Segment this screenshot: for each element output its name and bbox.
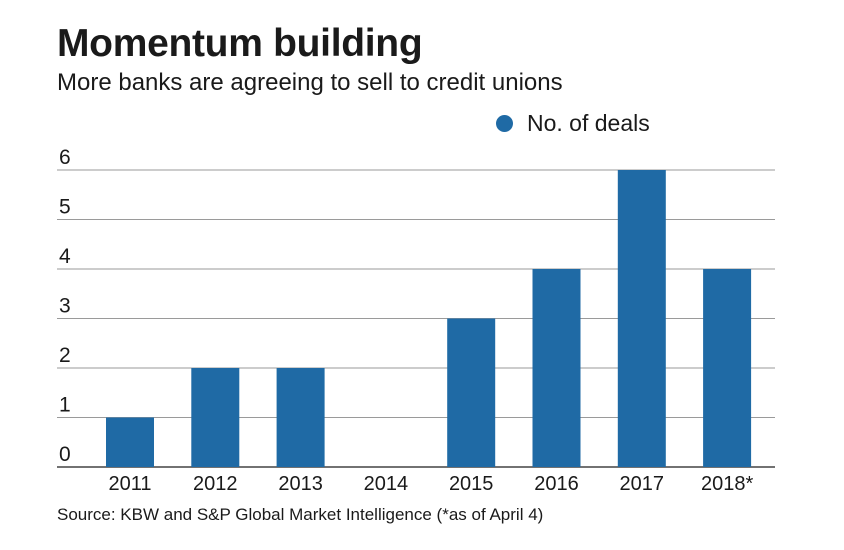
- x-tick-label: 2015: [449, 473, 494, 495]
- x-tick-label: 2011: [108, 473, 151, 495]
- bar-2012: [191, 368, 240, 467]
- legend: No. of deals: [496, 110, 650, 137]
- x-tick-label: 2017: [620, 473, 665, 495]
- source-note: Source: KBW and S&P Global Market Intell…: [57, 505, 544, 524]
- bars: [106, 170, 752, 467]
- gridlines: [57, 169, 775, 468]
- y-tick-label: 6: [59, 146, 71, 169]
- bar-2011: [106, 417, 154, 467]
- y-tick-label: 5: [59, 196, 71, 219]
- bar-2017: [617, 170, 666, 467]
- legend-marker: [496, 115, 513, 132]
- x-tick-label: 2013: [278, 473, 323, 495]
- bar-2016: [532, 269, 581, 467]
- y-axis-ticks: 0 1 2 3 4 5 6: [59, 146, 71, 466]
- x-tick-label: 2018*: [701, 473, 753, 495]
- bar-2018: [703, 269, 752, 467]
- y-tick-label: 4: [59, 245, 71, 268]
- x-tick-label: 2014: [364, 473, 409, 495]
- bar-2013: [276, 368, 325, 467]
- y-tick-label: 3: [59, 295, 71, 318]
- y-tick-label: 1: [59, 394, 71, 417]
- x-axis-labels: 2011 2012 2013 2014 2015 2016 2017 2018*: [108, 473, 753, 495]
- chart-title: Momentum building: [57, 22, 423, 65]
- legend-label: No. of deals: [527, 110, 650, 136]
- x-tick-label: 2016: [534, 473, 579, 495]
- chart-subtitle: More banks are agreeing to sell to credi…: [57, 69, 563, 96]
- bar-2015: [447, 318, 496, 467]
- x-tick-label: 2012: [193, 473, 238, 495]
- bar-chart: 0 1 2 3 4 5 6 2011 2012 2013 2014 2015 2016 2017 2018…: [57, 146, 775, 495]
- y-tick-label: 2: [59, 344, 71, 367]
- y-tick-label: 0: [59, 443, 71, 466]
